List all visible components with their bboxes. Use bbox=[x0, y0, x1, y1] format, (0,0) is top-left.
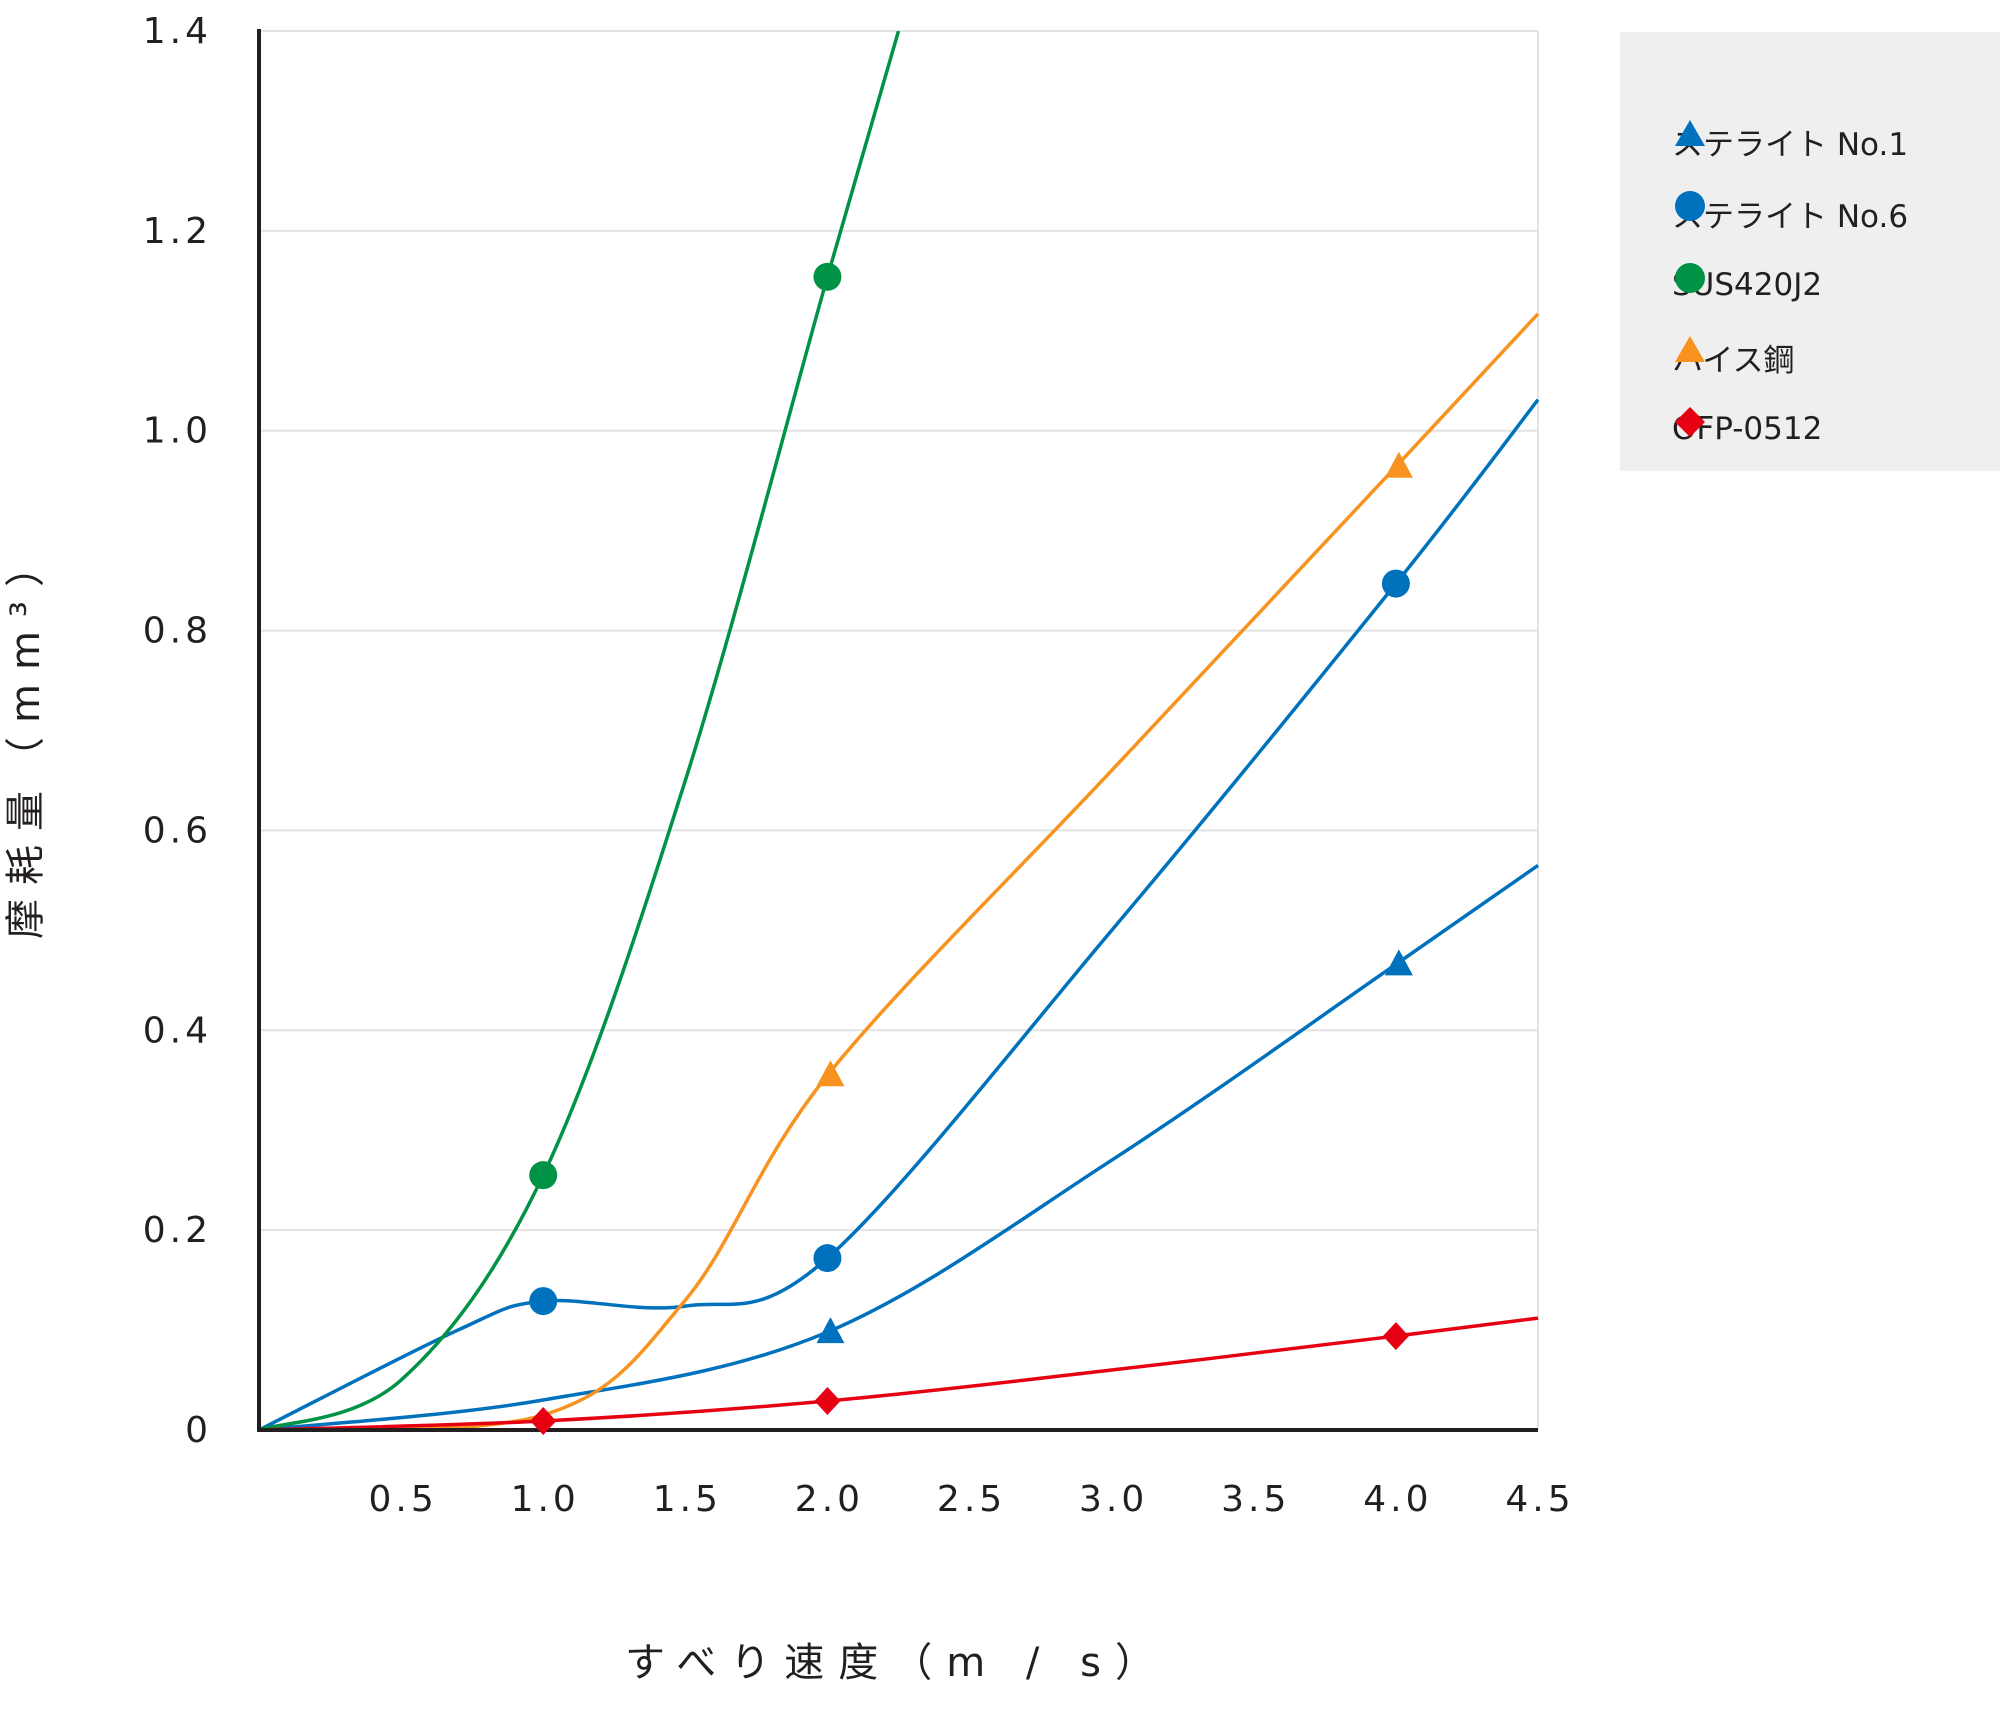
data-point-diamond bbox=[1382, 1322, 1409, 1351]
y-tick-label: 0.6 bbox=[143, 810, 212, 851]
data-point-circle bbox=[813, 262, 842, 291]
series-lines bbox=[258, 31, 1540, 1432]
legend-item: OFP-0512 bbox=[1672, 404, 1822, 454]
y-tick-label: 0.4 bbox=[143, 1010, 212, 1051]
legend-label: ステライト No.1 bbox=[1672, 126, 1909, 163]
series-line bbox=[258, 312, 1540, 1432]
y-tick-label: 0.2 bbox=[143, 1210, 212, 1251]
x-tick-label: 3.5 bbox=[1221, 1479, 1290, 1520]
data-point-triangle bbox=[816, 1060, 845, 1087]
data-point-circle bbox=[1381, 569, 1410, 598]
legend: ステライト No.1 ステライト No.6 SUS420J2 ハイス鋼 OFP-… bbox=[1620, 32, 2000, 471]
y-tick-label: 1.0 bbox=[143, 411, 212, 452]
x-tick-label: 0.5 bbox=[368, 1479, 437, 1520]
data-point-diamond bbox=[814, 1387, 841, 1416]
legend-item: ステライト No.6 bbox=[1672, 188, 1908, 238]
data-point-triangle bbox=[1384, 949, 1413, 976]
y-tick-label: 0 bbox=[185, 1410, 212, 1451]
data-point-circle bbox=[529, 1287, 558, 1316]
y-tick-label: 1.2 bbox=[143, 211, 212, 252]
legend-item: ステライト No.1 bbox=[1672, 116, 1908, 166]
x-tick-label: 4.5 bbox=[1505, 1479, 1574, 1520]
series-line bbox=[258, 31, 901, 1432]
triangle-marker-icon bbox=[1675, 120, 1705, 146]
x-tick-label: 2.0 bbox=[795, 1479, 864, 1520]
legend-label: ステライト No.6 bbox=[1672, 198, 1909, 235]
x-tick-label: 2.5 bbox=[937, 1479, 1006, 1520]
circle-marker-icon bbox=[1675, 263, 1705, 293]
legend-item: SUS420J2 bbox=[1672, 260, 1822, 310]
circle-marker-icon bbox=[1675, 191, 1705, 221]
x-tick-label: 3.0 bbox=[1079, 1479, 1148, 1520]
x-tick-label: 4.0 bbox=[1363, 1479, 1432, 1520]
y-tick-label: 0.8 bbox=[143, 611, 212, 652]
legend-item: ハイス鋼 bbox=[1672, 332, 1794, 382]
y-axis-label: 摩耗量（mm³） bbox=[3, 533, 49, 939]
series-line bbox=[258, 398, 1540, 1432]
x-tick-label: 1.5 bbox=[653, 1479, 722, 1520]
data-point-circle bbox=[813, 1244, 842, 1273]
diamond-marker-icon bbox=[1675, 407, 1705, 437]
x-tick-label: 1.0 bbox=[511, 1479, 580, 1520]
triangle-marker-icon bbox=[1675, 336, 1705, 362]
data-point-diamond bbox=[530, 1407, 557, 1436]
x-axis-label: すべり速度（m / s） bbox=[625, 1640, 1169, 1686]
data-point-triangle bbox=[816, 1317, 845, 1344]
series-line bbox=[258, 863, 1539, 1432]
data-point-triangle bbox=[1384, 451, 1413, 478]
data-point-circle bbox=[529, 1161, 558, 1190]
y-tick-label: 1.4 bbox=[143, 11, 212, 52]
